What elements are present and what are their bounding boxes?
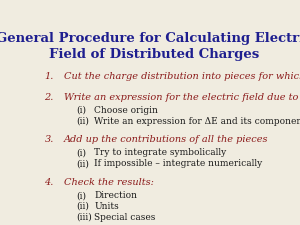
Text: Choose origin: Choose origin: [94, 106, 158, 115]
Text: Cut the charge distribution into pieces for which the field is known: Cut the charge distribution into pieces …: [64, 72, 300, 81]
Text: Write an expression for ΔE and its components: Write an expression for ΔE and its compo…: [94, 117, 300, 126]
Text: (ii): (ii): [76, 117, 89, 126]
Text: 4.: 4.: [44, 178, 54, 187]
Text: Try to integrate symbolically: Try to integrate symbolically: [94, 148, 227, 157]
Text: Direction: Direction: [94, 191, 137, 200]
Text: 3.: 3.: [44, 135, 54, 144]
Text: Add up the contributions of all the pieces: Add up the contributions of all the piec…: [64, 135, 269, 144]
Text: Write an expression for the electric field due to one piece: Write an expression for the electric fie…: [64, 93, 300, 102]
Text: Special cases: Special cases: [94, 213, 156, 222]
Text: Check the results:: Check the results:: [64, 178, 154, 187]
Text: 2.: 2.: [44, 93, 54, 102]
Text: Units: Units: [94, 202, 119, 211]
Text: (ii): (ii): [76, 202, 89, 211]
Text: (i): (i): [76, 106, 86, 115]
Text: (i): (i): [76, 148, 86, 157]
Text: General Procedure for Calculating Electric
Field of Distributed Charges: General Procedure for Calculating Electr…: [0, 32, 300, 61]
Text: (iii): (iii): [76, 213, 92, 222]
Text: (i): (i): [76, 191, 86, 200]
Text: 1.: 1.: [44, 72, 54, 81]
Text: (ii): (ii): [76, 159, 89, 168]
Text: If impossible – integrate numerically: If impossible – integrate numerically: [94, 159, 263, 168]
